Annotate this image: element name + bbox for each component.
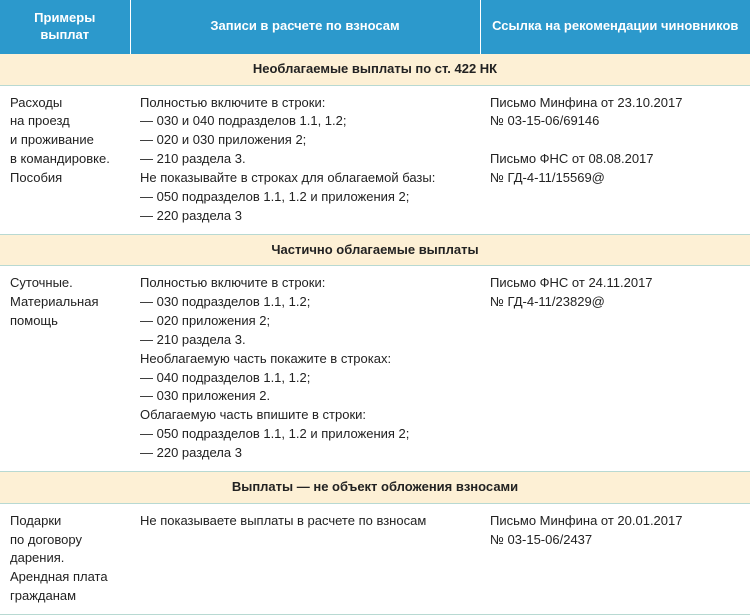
cell-records: Полностью включите в строки: — 030 подра… xyxy=(130,266,480,471)
table-body: Необлагаемые выплаты по ст. 422 НК Расхо… xyxy=(0,54,750,615)
cell-refs: Письмо Минфина от 20.01.2017 № 03-15-06/… xyxy=(480,503,750,614)
section-header: Выплаты — не объект обложения взносами xyxy=(0,471,750,503)
table-row: Подарки по договору дарения. Арендная пл… xyxy=(0,503,750,614)
cell-refs: Письмо ФНС от 24.11.2017 № ГД-4-11/23829… xyxy=(480,266,750,471)
table-row: Суточные. Материальная помощь Полностью … xyxy=(0,266,750,471)
cell-examples: Суточные. Материальная помощь xyxy=(0,266,130,471)
cell-examples: Подарки по договору дарения. Арендная пл… xyxy=(0,503,130,614)
cell-records: Не показываете выплаты в расчете по взно… xyxy=(130,503,480,614)
header-refs: Ссылка на рекомендации чиновников xyxy=(480,0,750,54)
table-row: Расходы на проезд и проживание в команди… xyxy=(0,85,750,234)
cell-examples: Расходы на проезд и проживание в команди… xyxy=(0,85,130,234)
table-header-row: Примеры выплат Записи в расчете по взнос… xyxy=(0,0,750,54)
section-header: Частично облагаемые выплаты xyxy=(0,234,750,266)
header-records: Записи в расчете по взносам xyxy=(130,0,480,54)
section-title: Необлагаемые выплаты по ст. 422 НК xyxy=(0,54,750,85)
payments-table: Примеры выплат Записи в расчете по взнос… xyxy=(0,0,750,615)
header-examples: Примеры выплат xyxy=(0,0,130,54)
cell-refs: Письмо Минфина от 23.10.2017 № 03-15-06/… xyxy=(480,85,750,234)
section-title: Выплаты — не объект обложения взносами xyxy=(0,471,750,503)
cell-records: Полностью включите в строки: — 030 и 040… xyxy=(130,85,480,234)
section-title: Частично облагаемые выплаты xyxy=(0,234,750,266)
section-header: Необлагаемые выплаты по ст. 422 НК xyxy=(0,54,750,85)
